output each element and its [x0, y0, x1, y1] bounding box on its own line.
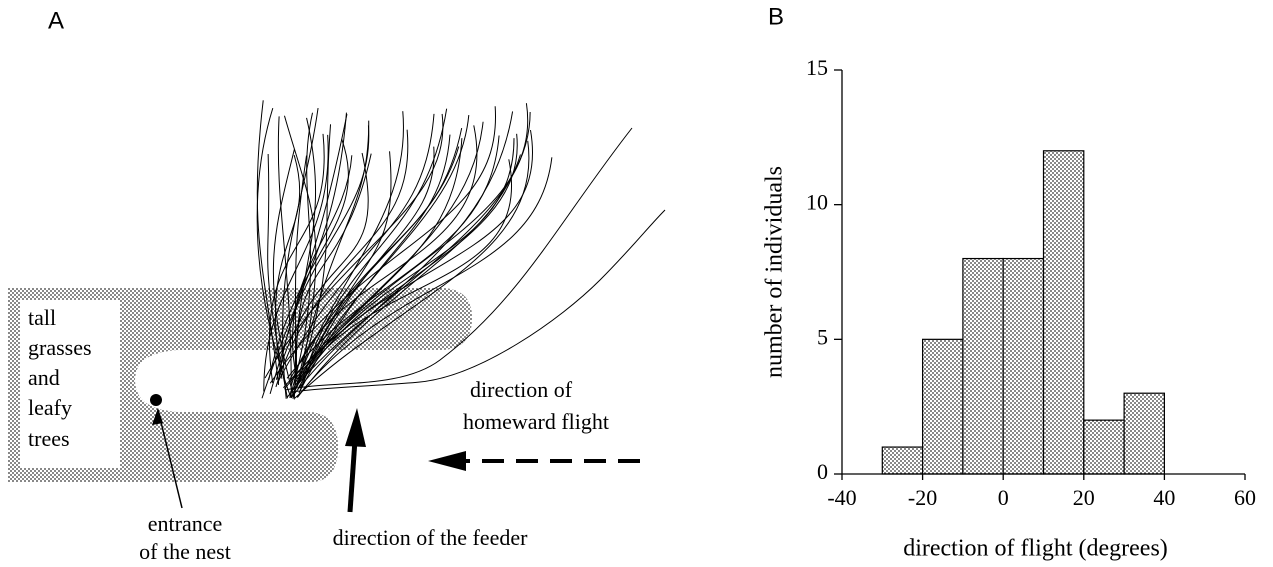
panel-label: B [768, 3, 784, 30]
bar [1124, 393, 1164, 474]
x-axis-title: direction of flight (degrees) [903, 536, 1168, 562]
nest-label: of the nest [139, 539, 231, 564]
feeder-label: direction of the feeder [333, 525, 529, 550]
y-tick-label: 10 [806, 190, 828, 215]
nest-entrance [150, 394, 162, 406]
trajectory [302, 146, 459, 387]
bar [963, 259, 1003, 474]
x-tick-label: -20 [908, 485, 937, 510]
y-tick-label: 5 [817, 324, 828, 349]
trajectory [297, 157, 552, 397]
region-label: and [28, 365, 60, 390]
panel-label: A [48, 7, 64, 34]
y-tick-label: 0 [817, 459, 828, 484]
x-tick-label: 0 [998, 485, 1009, 510]
y-tick-label: 15 [806, 55, 828, 80]
x-tick-label: 60 [1234, 485, 1256, 510]
region-label: tall [28, 305, 56, 330]
x-tick-label: -40 [827, 485, 856, 510]
figure: A tall grasses and leafy trees entrance … [0, 0, 1273, 567]
feeder-arrow [350, 440, 355, 512]
bar [1044, 151, 1084, 474]
feeder-arrow-head [345, 408, 366, 447]
homeward-arrow-head [428, 451, 466, 471]
bar [1003, 259, 1043, 474]
flight-label: homeward flight [463, 409, 609, 434]
bar [923, 339, 963, 474]
region-label: trees [28, 426, 70, 451]
panel-a: A tall grasses and leafy trees entrance … [8, 7, 665, 564]
nest-label: entrance [148, 511, 223, 536]
trajectories [257, 100, 665, 399]
x-tick-label: 40 [1153, 485, 1175, 510]
flight-label: direction of [470, 377, 573, 402]
region-label: leafy [28, 395, 72, 420]
bar [882, 447, 922, 474]
bar [1084, 420, 1124, 474]
y-axis-title: number of individuals [762, 166, 788, 378]
x-tick-label: 20 [1073, 485, 1095, 510]
panel-b: B 0 5 10 15 -40 -20 0 20 40 60 direction of flight… [762, 3, 1257, 561]
region-label: grasses [28, 335, 92, 360]
